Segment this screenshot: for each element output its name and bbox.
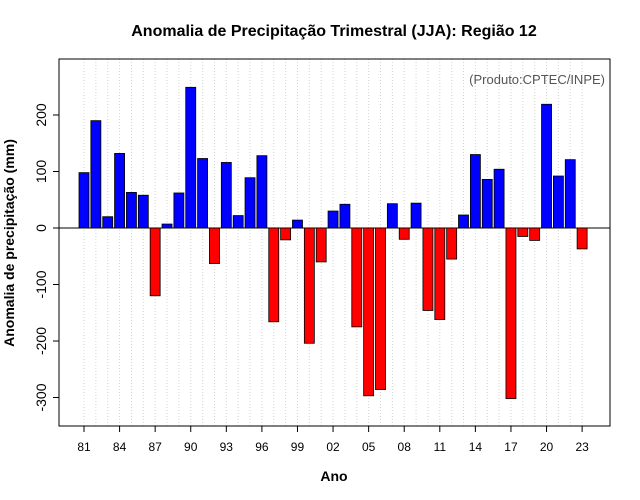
- bar-1990: [185, 86, 197, 229]
- x-axis-title: Ano: [320, 468, 347, 484]
- bar-2022: [564, 159, 576, 229]
- x-tick-label: 90: [184, 440, 198, 454]
- bar-2000: [303, 227, 315, 344]
- y-axis-title: Anomalia de precipitação (mm): [1, 139, 17, 347]
- y-tick-label: 0: [33, 224, 49, 232]
- bar-2020: [541, 103, 552, 229]
- x-tick-label: 87: [148, 440, 162, 454]
- x-tick-label: 23: [575, 440, 589, 454]
- chart-title: Anomalia de Precipitação Trimestral (JJA…: [131, 23, 537, 40]
- bar-1985: [126, 192, 137, 229]
- bar-1993: [220, 162, 232, 229]
- bar-1992: [209, 227, 220, 264]
- bar-1981: [78, 172, 90, 229]
- bar-1984: [114, 153, 125, 229]
- bar-2002: [327, 210, 339, 229]
- bar-1983: [102, 216, 114, 229]
- bar-2023: [576, 227, 588, 250]
- bar-2016: [493, 168, 505, 229]
- y-tick-label: 200: [33, 103, 49, 127]
- bar-2007: [386, 203, 398, 229]
- bar-1991: [197, 158, 209, 229]
- bar-2011: [434, 227, 446, 320]
- bar-1995: [244, 177, 256, 229]
- bar-1994: [232, 215, 244, 229]
- x-tick-label: 20: [540, 440, 554, 454]
- x-tick-label: 11: [434, 440, 447, 454]
- bar-1997: [268, 227, 280, 323]
- y-tick-label: -200: [33, 327, 49, 355]
- bar-2003: [339, 203, 351, 229]
- bars: [78, 86, 588, 400]
- x-tick-label: 84: [113, 440, 127, 454]
- y-tick-label: 100: [33, 160, 49, 184]
- bar-1986: [137, 194, 149, 229]
- x-tick-label: 05: [362, 440, 376, 454]
- bar-2005: [363, 227, 375, 397]
- bar-2013: [458, 214, 469, 229]
- y-tick-label: -100: [33, 270, 49, 298]
- x-tick-label: 17: [504, 440, 518, 454]
- x-tick-label: 99: [291, 440, 305, 454]
- bar-1987: [149, 227, 161, 297]
- x-tick-label: 96: [255, 440, 269, 454]
- x-axis: 81 84 87 90 93 96 99 02 05 08 11 14 17 20 23: [77, 426, 589, 454]
- bar-2008: [398, 227, 410, 240]
- bar-2014: [469, 154, 481, 229]
- bar-1998: [280, 227, 292, 241]
- bar-2009: [410, 202, 422, 229]
- bar-2021: [553, 175, 564, 229]
- bar-2006: [375, 227, 386, 390]
- y-axis: -300 -200 -100 0 100 200: [33, 103, 59, 412]
- product-credit: (Produto:CPTEC/INPE): [469, 72, 605, 87]
- bar-1999: [292, 219, 303, 229]
- bar-1996: [256, 155, 268, 229]
- bar-2018: [517, 227, 529, 237]
- bar-2017: [505, 227, 517, 400]
- bar-1988: [161, 223, 173, 229]
- x-tick-label: 81: [77, 440, 91, 454]
- x-tick-label: 02: [326, 440, 340, 454]
- plot-frame: [58, 58, 611, 427]
- y-tick-label: -300: [33, 383, 49, 411]
- bar-2010: [422, 227, 434, 311]
- bar-1982: [90, 120, 102, 229]
- x-tick-label: 14: [469, 440, 483, 454]
- bar-1989: [173, 192, 185, 229]
- x-tick-label: 08: [398, 440, 412, 454]
- bar-2019: [529, 227, 541, 241]
- bar-2004: [351, 227, 363, 328]
- bar-2001: [315, 227, 327, 263]
- bar-2012: [446, 227, 458, 260]
- bar-2015: [481, 179, 493, 229]
- x-tick-label: 93: [220, 440, 234, 454]
